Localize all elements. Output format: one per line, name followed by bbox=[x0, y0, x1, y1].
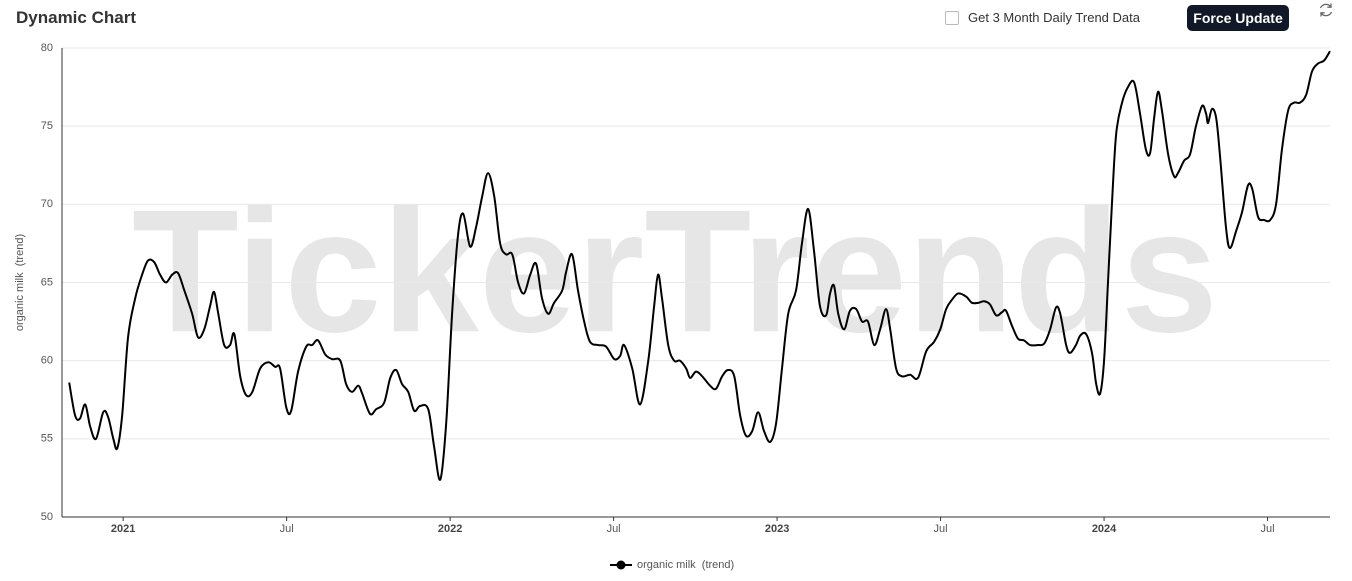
refresh-icon[interactable] bbox=[1317, 1, 1335, 19]
page-title: Dynamic Chart bbox=[16, 8, 136, 27]
x-tick-label: 2023 bbox=[765, 523, 789, 535]
x-tick-label: Jul bbox=[1261, 523, 1275, 535]
x-tick-label: 2021 bbox=[111, 523, 135, 535]
daily-data-checkbox[interactable]: Get 3 Month Daily Trend Data bbox=[945, 10, 1140, 25]
y-tick-label: 75 bbox=[41, 120, 53, 132]
x-tick-label: 2024 bbox=[1092, 523, 1117, 535]
legend-swatch-dot bbox=[616, 560, 626, 570]
x-tick-label: 2022 bbox=[438, 523, 462, 535]
series-line bbox=[68, 50, 1331, 481]
y-tick-label: 60 bbox=[41, 355, 53, 367]
legend-item: organic milk (trend) bbox=[610, 559, 734, 571]
y-axis-label: organic milk (trend) bbox=[14, 234, 26, 331]
x-tick-label: Jul bbox=[607, 523, 621, 535]
legend-label: organic milk (trend) bbox=[637, 559, 734, 571]
checkbox-label: Get 3 Month Daily Trend Data bbox=[968, 10, 1140, 25]
y-tick-label: 50 bbox=[41, 511, 53, 523]
x-tick-label: Jul bbox=[934, 523, 948, 535]
force-update-button[interactable]: Force Update bbox=[1187, 5, 1289, 31]
x-tick-label: Jul bbox=[280, 523, 294, 535]
y-tick-label: 70 bbox=[41, 198, 53, 210]
y-tick-label: 80 bbox=[41, 42, 53, 54]
watermark: TickerTrends bbox=[132, 174, 1218, 369]
y-tick-label: 65 bbox=[41, 276, 53, 288]
y-tick-label: 55 bbox=[41, 433, 53, 445]
checkbox-box[interactable] bbox=[945, 10, 959, 25]
